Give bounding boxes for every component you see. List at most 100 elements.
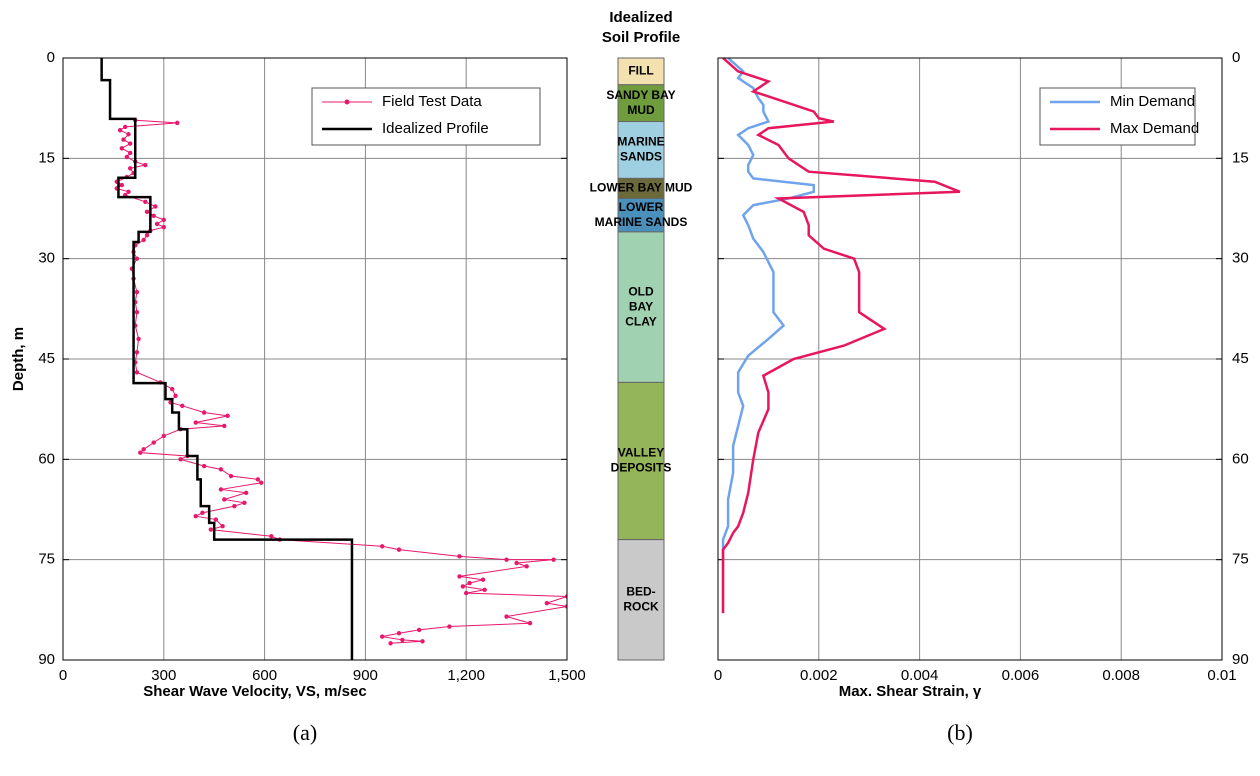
legend-label: Max Demand	[1110, 120, 1199, 137]
data-point	[153, 204, 158, 209]
data-point	[222, 423, 227, 429]
data-point	[564, 594, 567, 599]
data-point	[193, 420, 198, 425]
data-point	[161, 217, 166, 223]
data-point	[396, 547, 402, 552]
data-point	[128, 166, 133, 171]
legend-box	[1039, 87, 1196, 146]
caption: (b)	[947, 720, 973, 745]
soil-layer	[617, 121, 665, 179]
legend-label: Min Demand	[1110, 93, 1195, 110]
y-tick-label: 30	[38, 250, 55, 267]
y-tick-label: 60	[1232, 450, 1249, 467]
soil-layer-label: FILL	[628, 64, 653, 78]
soil-layer-label: BAY	[629, 299, 653, 313]
y-axis-label: Depth, m	[10, 327, 27, 391]
caption: (a)	[293, 720, 317, 745]
data-point	[154, 221, 160, 227]
data-point	[117, 128, 123, 133]
data-point	[201, 410, 207, 415]
data-point	[457, 554, 462, 559]
y-tick-label: 75	[38, 551, 55, 568]
data-point	[213, 517, 219, 522]
series-line	[721, 58, 816, 614]
data-point	[143, 162, 148, 168]
data-point	[151, 440, 156, 445]
data-point	[134, 289, 140, 295]
data-point	[396, 631, 402, 636]
data-point	[222, 497, 227, 502]
data-point	[161, 433, 166, 439]
data-point	[143, 199, 148, 205]
data-point	[460, 584, 466, 589]
data-point	[504, 614, 509, 619]
series-line	[115, 119, 567, 644]
profile-title: Soil Profile	[602, 29, 680, 46]
soil-layer-label: OLD	[628, 284, 654, 298]
plot-series	[100, 58, 567, 660]
data-point	[464, 590, 469, 596]
x-tick-label: 0.006	[1002, 667, 1040, 684]
data-point	[228, 473, 234, 479]
data-point	[175, 120, 180, 126]
y-tick-label: 45	[38, 350, 55, 367]
data-point	[388, 641, 393, 646]
data-point	[201, 463, 207, 469]
x-axis-label: Max. Shear Strain, γ	[839, 683, 982, 700]
data-point	[225, 413, 230, 419]
data-point	[119, 182, 125, 188]
legend-box	[311, 87, 541, 146]
legend-label: Field Test Data	[382, 93, 482, 110]
x-tick-label: 1,200	[447, 667, 485, 684]
y-tick-label: 0	[47, 49, 55, 66]
data-point	[161, 225, 166, 230]
soil-layer-label: SANDY BAY	[606, 88, 675, 102]
y-tick-label: 45	[1232, 350, 1249, 367]
data-point	[527, 621, 533, 626]
soil-layer	[617, 84, 665, 123]
data-point	[138, 450, 143, 455]
data-point	[144, 233, 150, 238]
soil-layer-label: MARINE SANDS	[595, 215, 688, 229]
soil-layer	[617, 231, 665, 383]
x-tick-label: 0	[59, 667, 67, 684]
y-tick-label: 15	[1232, 149, 1249, 166]
data-point	[141, 447, 146, 452]
data-point	[178, 457, 183, 462]
data-point	[243, 490, 249, 495]
x-tick-label: 600	[252, 667, 277, 684]
data-point	[141, 237, 146, 243]
data-point	[259, 480, 264, 485]
data-point	[269, 534, 274, 539]
data-point	[119, 146, 125, 151]
data-point	[514, 560, 519, 566]
soil-layer-label: VALLEY	[618, 446, 664, 460]
data-point	[420, 639, 425, 644]
plot-series	[721, 58, 961, 614]
data-point	[193, 513, 198, 519]
data-point	[128, 150, 133, 156]
soil-layer-label: ROCK	[623, 599, 659, 613]
plot-frame	[62, 57, 568, 661]
data-point	[124, 154, 130, 160]
y-tick-label: 0	[1232, 49, 1240, 66]
data-point	[544, 600, 550, 606]
data-point	[126, 132, 131, 137]
soil-layer-label: CLAY	[625, 314, 657, 328]
x-axis-label: Shear Wave Velocity, VS, m/sec	[143, 683, 366, 700]
x-tick-label: 0	[714, 667, 722, 684]
y-tick-label: 30	[1232, 250, 1249, 267]
data-point	[504, 557, 509, 562]
data-point	[180, 403, 185, 409]
y-tick-label: 15	[38, 149, 55, 166]
x-tick-label: 0.008	[1102, 667, 1140, 684]
series-line	[721, 58, 961, 614]
data-point	[121, 137, 126, 142]
data-point	[242, 500, 247, 506]
soil-layer-label: MUD	[627, 103, 655, 117]
data-point	[134, 256, 140, 261]
plot-frame	[717, 57, 1223, 661]
data-point	[134, 370, 140, 375]
data-point	[232, 503, 237, 509]
